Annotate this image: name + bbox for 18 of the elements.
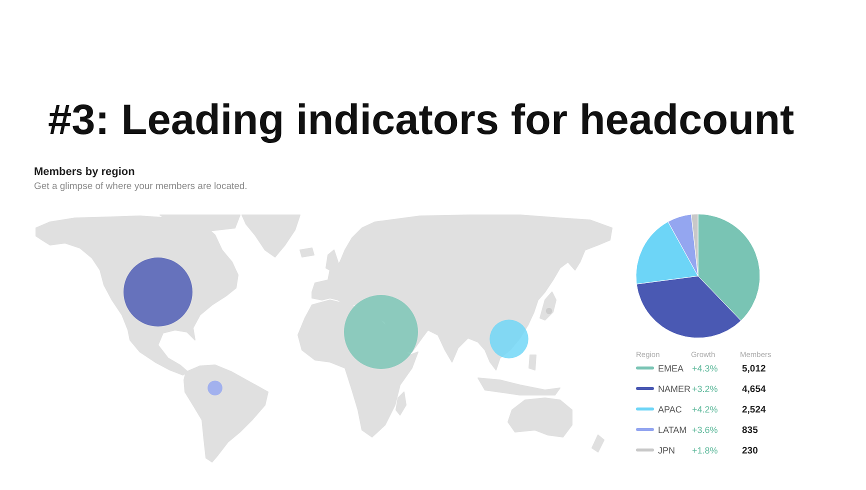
text: +4.2% — [692, 404, 718, 414]
text: Get a glimpse of where your members are located. — [34, 181, 248, 192]
data-label: 5,012 — [742, 364, 766, 374]
text: +3.6% — [692, 425, 718, 435]
text: Members by region — [34, 166, 136, 178]
data-label: 2,524 — [742, 404, 766, 416]
chart-title: #3: Leading indicators for headcount — [48, 97, 794, 144]
legend-label: LATAM — [658, 425, 687, 435]
text: +4.3% — [692, 364, 718, 374]
legend-label: APAC — [658, 404, 682, 414]
text: +3.2% — [692, 384, 718, 394]
legend-label: EMEA — [658, 364, 684, 374]
text: +1.8% — [692, 446, 718, 456]
legend-label: JPN — [658, 446, 676, 456]
data-label: 230 — [742, 446, 758, 456]
data-label: 835 — [742, 425, 759, 436]
legend-label: NAMER — [658, 384, 691, 394]
data-label: 4,654 — [742, 384, 766, 395]
